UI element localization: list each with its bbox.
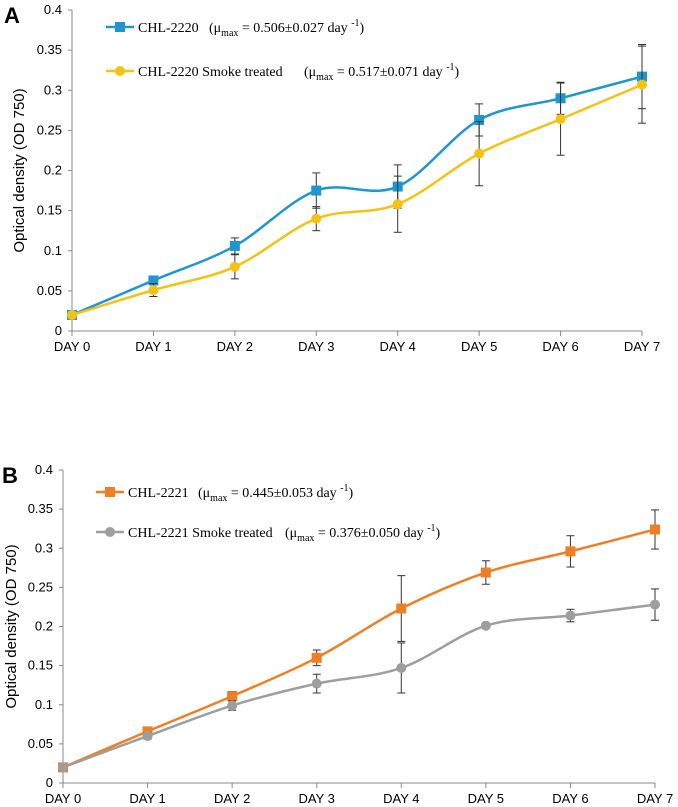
legend-mu-max: (μmax = 0.517±0.071 day -1) (304, 62, 460, 83)
y-tick-label: 0.15 (37, 203, 62, 218)
legend-marker-square (105, 487, 115, 497)
x-tick-label: DAY 5 (461, 339, 497, 354)
legend-series-name: CHL-2221 (128, 486, 189, 501)
data-point-square (650, 524, 660, 535)
data-point-circle (229, 261, 240, 272)
y-axis-title: Optical density (OD 750) (3, 544, 20, 708)
y-tick-label: 0.35 (28, 501, 53, 516)
data-point-square (480, 567, 491, 578)
data-point-square (229, 240, 240, 251)
y-tick-label: 0.2 (44, 163, 62, 178)
x-tick-label: DAY 3 (298, 339, 334, 354)
data-point-square (565, 546, 576, 557)
y-axis-title: Optical density (OD 750) (11, 88, 28, 252)
y-tick-label: 0.1 (44, 243, 62, 258)
data-point-square (311, 185, 322, 196)
y-tick-label: 0.4 (44, 2, 62, 17)
series-line (71, 83, 643, 317)
data-point-circle (67, 309, 77, 320)
legend-series-name: CHL-2220 Smoke treated (138, 65, 283, 80)
data-point-circle (58, 762, 68, 773)
series-line (62, 528, 656, 769)
x-tick-label: DAY 4 (380, 339, 416, 354)
y-tick-label: 0.15 (28, 658, 53, 673)
y-tick-label: 0.3 (44, 82, 62, 97)
legend-series-name: CHL-2221 Smoke treated (128, 526, 273, 541)
legend-mu-max: (μmax = 0.445±0.053 day -1) (198, 483, 354, 504)
y-tick-label: 0.3 (35, 540, 53, 555)
data-point-circle (227, 700, 238, 711)
data-point-circle (565, 610, 576, 621)
x-tick-label: DAY 5 (468, 791, 504, 806)
data-point-circle (555, 114, 566, 125)
data-point-square (311, 652, 322, 663)
data-point-square (396, 603, 407, 614)
x-tick-label: DAY 0 (45, 791, 81, 806)
x-tick-label: DAY 1 (129, 791, 165, 806)
y-tick-label: 0.05 (28, 736, 53, 751)
data-point-circle (396, 662, 407, 673)
y-tick-label: 0.4 (35, 462, 53, 477)
legend-marker-circle (115, 66, 125, 76)
legend-mu-max: (μmax = 0.376±0.050 day -1) (285, 523, 441, 544)
y-tick-label: 0.35 (37, 42, 62, 57)
data-point-circle (311, 213, 322, 224)
x-tick-label: DAY 6 (552, 791, 588, 806)
data-point-square (227, 691, 238, 702)
y-tick-label: 0.2 (35, 619, 53, 634)
panel-letter: A (4, 3, 20, 28)
series-line (71, 75, 643, 317)
x-tick-label: DAY 0 (54, 339, 90, 354)
legend-mu-max: (μmax = 0.506±0.027 day -1) (209, 18, 365, 39)
legend-marker-square (115, 22, 125, 32)
data-point-circle (311, 678, 322, 689)
data-point-circle (650, 599, 660, 610)
x-tick-label: DAY 1 (135, 339, 171, 354)
x-tick-label: DAY 6 (542, 339, 578, 354)
data-point-circle (148, 285, 159, 296)
data-point-circle (142, 731, 153, 742)
data-point-circle (474, 148, 485, 159)
panel-b-chart: B 0 0.05 0.1 0.15 0.2 0.25 0.3 0.35 0.4 DAY 0 DAY 1… (2, 462, 673, 806)
data-point-circle (637, 79, 647, 90)
x-tick-label: DAY 4 (383, 791, 419, 806)
y-tick-label: 0.05 (37, 283, 62, 298)
data-point-circle (480, 620, 491, 631)
panel-a-chart: A 0 0.05 0.1 0.15 0.2 0.25 0.3 0.35 0.4 DAY 0 DAY 1… (4, 2, 660, 354)
legend-marker-circle (105, 527, 115, 537)
y-tick-label: 0.25 (37, 122, 62, 137)
y-tick-label: 0.25 (28, 579, 53, 594)
x-tick-label: DAY 2 (217, 339, 253, 354)
x-tick-label: DAY 3 (299, 791, 335, 806)
x-tick-label: DAY 7 (624, 339, 660, 354)
y-tick-label: 0 (55, 323, 62, 338)
legend-series-name: CHL-2220 (138, 21, 199, 36)
series-line (62, 603, 656, 769)
data-point-square (474, 114, 485, 125)
x-tick-label: DAY 7 (637, 791, 673, 806)
x-tick-label: DAY 2 (214, 791, 250, 806)
panel-letter: B (2, 463, 18, 488)
data-point-circle (392, 199, 403, 210)
y-tick-label: 0.1 (35, 697, 53, 712)
y-tick-label: 0 (46, 775, 53, 790)
data-point-square (148, 275, 159, 286)
